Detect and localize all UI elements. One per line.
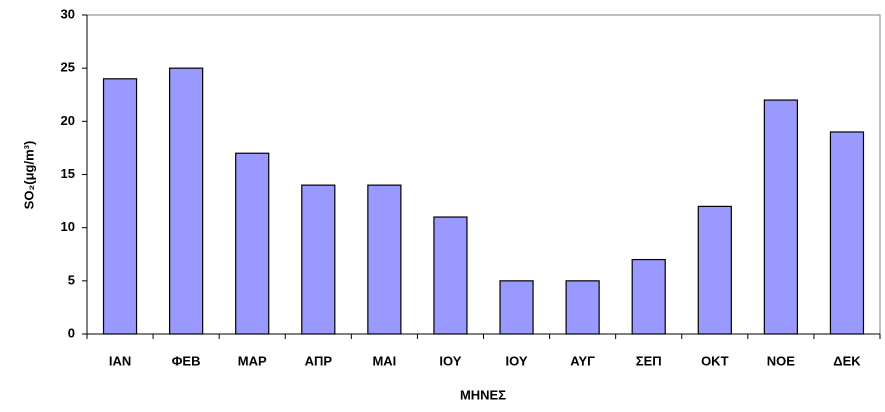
bar: [829, 131, 865, 335]
x-tick-label: ΜΑΙ: [372, 353, 396, 368]
bar: [763, 99, 798, 335]
x-tick-label: ΜΑΡ: [238, 353, 267, 368]
y-tick-label: 10: [61, 219, 75, 234]
y-axis-title: SO₂(μg/m³): [21, 141, 36, 210]
bar: [631, 258, 666, 335]
y-tick-label: 30: [61, 6, 75, 21]
x-tick-label: ΑΠΡ: [305, 353, 333, 368]
bar: [235, 152, 270, 335]
x-axis-title: ΜΗΝΕΣ: [460, 387, 506, 402]
bar: [433, 216, 468, 335]
x-tick-label: ΣΕΠ: [636, 353, 662, 368]
bar: [169, 67, 204, 335]
x-tick-label: ΟΚΤ: [701, 353, 729, 368]
plot-frame: [86, 14, 881, 335]
bar: [102, 78, 138, 335]
x-tick-label: ΦΕΒ: [172, 353, 201, 368]
y-tick-label: 5: [68, 272, 75, 287]
y-tick-label: 0: [68, 325, 75, 340]
bar: [499, 280, 534, 335]
x-tick-label: ΙΟΥ: [506, 353, 528, 368]
x-tick-label: ΑΥΓ: [570, 353, 595, 368]
x-tick-label: ΔΕΚ: [833, 353, 861, 368]
bar: [367, 184, 402, 335]
x-tick-label: ΙΟΥ: [439, 353, 461, 368]
y-tick-label: 25: [61, 60, 75, 75]
bar: [301, 184, 336, 335]
y-tick-label: 15: [61, 166, 75, 181]
bar: [565, 280, 600, 335]
x-tick-label: ΙΑΝ: [109, 353, 131, 368]
y-tick-label: 20: [61, 113, 75, 128]
bar: [697, 205, 732, 335]
x-tick-label: ΝΟΕ: [767, 353, 796, 368]
